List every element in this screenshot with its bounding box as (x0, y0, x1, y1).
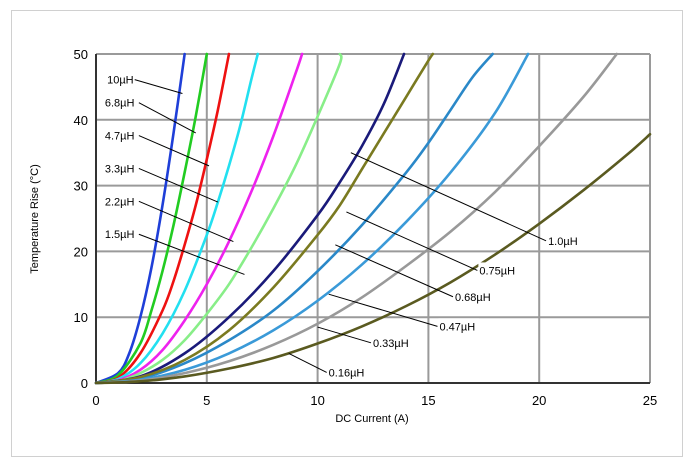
leader-line-6 (350, 152, 547, 242)
label-background-6 (547, 232, 582, 248)
series-line-2 (94, 52, 231, 385)
leader-line-0 (134, 79, 183, 94)
y-tick-label: 10 (74, 310, 88, 325)
y-tick-label: 20 (74, 244, 88, 259)
y-tick-label: 30 (74, 179, 88, 194)
label-background-5 (103, 226, 138, 242)
x-tick-label: 0 (92, 393, 99, 408)
label-background-2 (103, 127, 138, 143)
series-label-8: 0.68µH (455, 292, 491, 304)
x-tick-label: 25 (643, 393, 657, 408)
series-label-0: 10µH (107, 75, 134, 87)
series-label-3: 3.3µH (105, 163, 135, 175)
x-tick-label: 10 (310, 393, 324, 408)
series-line-10 (94, 52, 619, 385)
leader-line-1 (138, 102, 196, 134)
label-background-8 (453, 288, 495, 304)
leader-line-8 (335, 244, 454, 298)
x-tick-label: 15 (421, 393, 435, 408)
leader-line-10 (317, 326, 372, 344)
series-line-4 (94, 52, 304, 385)
leader-line-7 (346, 211, 478, 271)
leader-line-2 (138, 135, 210, 167)
y-tick-label: 40 (74, 113, 88, 128)
label-background-11 (327, 364, 369, 380)
series-label-7: 0.75µH (479, 265, 515, 277)
label-background-3 (103, 160, 138, 176)
series-label-4: 2.2µH (105, 196, 135, 208)
leader-line-11 (288, 352, 327, 373)
leader-line-5 (138, 233, 245, 275)
series-line-3 (94, 52, 260, 385)
series-line-5 (94, 52, 343, 385)
temperature-rise-chart: 10µH 6.8µH 4.7µH 3.3µH 2.2µH 1.5µH 1.0µH 0.75µH… (29, 47, 657, 425)
label-background-0 (106, 71, 134, 87)
series-line-7 (94, 52, 494, 385)
leader-line-3 (138, 167, 219, 203)
series-line-6 (94, 52, 406, 385)
series-label-2: 4.7µH (105, 131, 135, 143)
series-line-8 (94, 52, 435, 385)
series-label-9: 0.47µH (439, 321, 475, 333)
leader-line-4 (138, 200, 234, 242)
leader-line-9 (328, 293, 438, 327)
y-axis-title: Temperature Rise (°C) (29, 164, 41, 274)
series-line-11 (94, 132, 652, 385)
y-tick-label: 50 (74, 47, 88, 62)
label-background-4 (103, 193, 138, 209)
x-tick-label: 20 (532, 393, 546, 408)
series-label-11: 0.16µH (329, 367, 365, 379)
label-background-9 (438, 318, 479, 334)
y-tick-label: 0 (81, 376, 88, 391)
series-line-9 (94, 52, 530, 385)
series-label-6: 1.0µH (548, 236, 578, 248)
chart-frame: 10µH 6.8µH 4.7µH 3.3µH 2.2µH 1.5µH 1.0µH 0.75µH… (11, 10, 683, 457)
series-label-1: 6.8µH (105, 98, 135, 110)
series-line-0 (94, 52, 186, 385)
series-label-10: 0.33µH (373, 338, 409, 350)
label-background-1 (103, 94, 138, 110)
x-tick-label: 5 (203, 393, 210, 408)
series-line-1 (94, 52, 209, 385)
x-axis-title: DC Current (A) (335, 413, 408, 425)
label-background-10 (372, 334, 413, 350)
series-label-5: 1.5µH (105, 229, 135, 241)
label-background-7 (478, 262, 519, 278)
